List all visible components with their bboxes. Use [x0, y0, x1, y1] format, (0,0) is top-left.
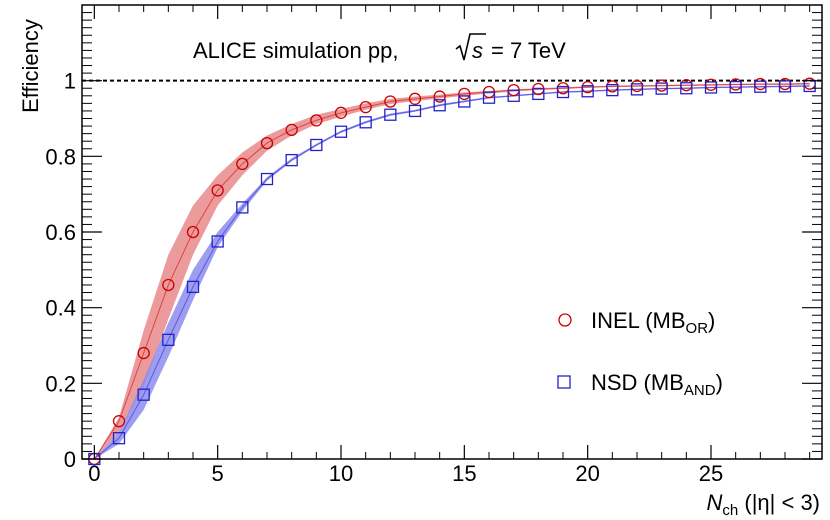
point-inel	[310, 114, 323, 127]
point-inel	[162, 278, 175, 292]
x-tick-label: 15	[452, 461, 476, 486]
legend-label-nsd: NSD (MBAND)	[591, 370, 723, 399]
point-nsd	[211, 235, 224, 248]
point-nsd	[260, 172, 274, 186]
x-axis-title-main: N	[707, 490, 723, 515]
x-tick-label: 25	[699, 461, 723, 486]
legend-inel-main: INEL (MB	[591, 308, 686, 333]
x-tick-label: 0	[88, 461, 100, 486]
legend-label-inel: INEL (MBOR)	[591, 308, 715, 337]
point-nsd	[186, 280, 200, 294]
point-nsd	[112, 432, 126, 445]
band-nsd	[94, 85, 810, 459]
legend-marker-nsd	[557, 375, 571, 389]
y-tick-label: 0	[64, 447, 76, 472]
point-nsd	[729, 80, 742, 94]
point-nsd	[778, 80, 792, 93]
x-tick-label: 5	[212, 461, 224, 486]
point-inel	[236, 157, 249, 171]
y-tick-label: 0.6	[45, 220, 76, 245]
point-inel	[137, 346, 150, 360]
point-inel	[186, 225, 200, 239]
legend-nsd-sub: AND	[684, 382, 716, 399]
x-axis-title-sub: ch	[722, 502, 738, 519]
point-nsd	[334, 125, 348, 138]
y-tick-label: 1	[64, 69, 76, 94]
point-nsd	[359, 116, 372, 129]
annotation-energy: = 7 TeV	[491, 38, 566, 63]
point-nsd	[556, 85, 570, 99]
point-nsd	[655, 82, 668, 95]
data-markers	[88, 77, 816, 466]
point-nsd	[408, 104, 422, 118]
x-axis-title-suffix: (|η| < 3)	[744, 490, 820, 515]
point-nsd	[532, 87, 545, 101]
y-axis-title: Efficiency	[18, 19, 43, 113]
line-inel	[93, 83, 810, 460]
x-tick-label: 10	[329, 461, 353, 486]
point-inel	[408, 92, 422, 105]
legend: INEL (MBOR) NSD (MBAND)	[557, 308, 723, 399]
point-nsd	[507, 89, 520, 102]
annotation-sqrt-s: s	[472, 38, 483, 63]
point-nsd	[285, 153, 298, 167]
point-nsd	[162, 333, 175, 346]
point-nsd	[458, 95, 471, 108]
point-nsd	[754, 80, 767, 93]
point-nsd	[482, 91, 496, 104]
axis-tick-labels: 0 5 10 15 20 25 0 0.2 0.4 0.6 0.8 1	[45, 69, 723, 486]
point-nsd	[433, 99, 446, 112]
legend-inel-end: )	[708, 308, 715, 333]
annotation: ALICE simulation pp, s = 7 TeV	[193, 33, 566, 63]
point-inel	[458, 87, 471, 101]
point-nsd	[581, 85, 594, 98]
point-inel	[260, 136, 274, 150]
point-nsd	[137, 388, 150, 401]
x-tick-label: 20	[575, 461, 599, 486]
axis-ticks	[82, 5, 822, 460]
point-nsd	[310, 138, 323, 152]
y-tick-label: 0.2	[45, 371, 76, 396]
y-tick-label: 0.8	[45, 144, 76, 169]
legend-nsd-end: )	[716, 370, 723, 395]
point-inel	[285, 123, 298, 137]
point-nsd	[384, 108, 397, 121]
point-nsd	[630, 83, 644, 96]
series-lines	[93, 83, 810, 460]
point-inel	[433, 90, 446, 103]
annotation-text: ALICE simulation pp,	[193, 38, 398, 63]
point-inel	[112, 415, 126, 428]
point-inel	[211, 184, 224, 197]
legend-nsd-main: NSD (MB	[591, 370, 684, 395]
point-nsd	[704, 81, 718, 94]
x-axis-title: Nch (|η| < 3)	[707, 490, 820, 519]
point-nsd	[606, 83, 619, 97]
y-tick-label: 0.4	[45, 296, 76, 321]
sqrt-symbol	[455, 33, 486, 61]
point-inel	[334, 106, 348, 119]
point-inel	[359, 101, 372, 114]
point-inel	[384, 95, 397, 108]
point-nsd	[236, 201, 249, 214]
legend-inel-sub: OR	[686, 320, 709, 337]
legend-marker-inel	[558, 313, 572, 327]
point-nsd	[680, 82, 693, 95]
